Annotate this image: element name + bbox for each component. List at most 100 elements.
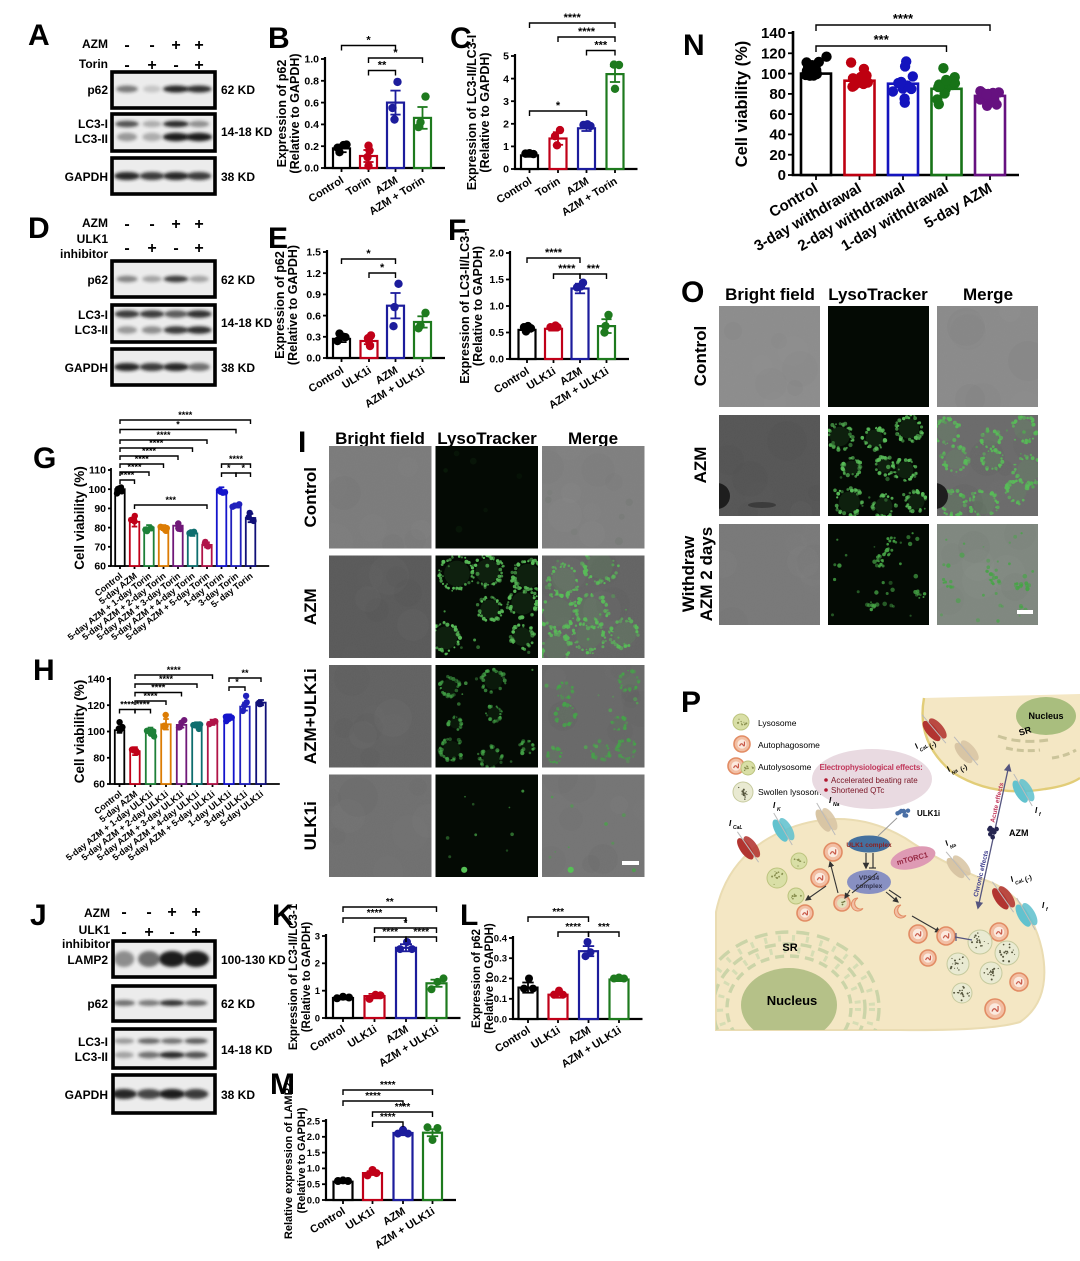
svg-text:****: **** [142,446,157,456]
svg-text:Control: Control [495,175,535,206]
svg-text:38 KD: 38 KD [221,361,255,375]
svg-text:100-130 KD: 100-130 KD [221,953,286,967]
svg-text:****: **** [365,1091,381,1102]
svg-text:H: H [33,654,55,687]
svg-text:Torin: Torin [344,174,373,198]
svg-text:0.4: 0.4 [304,119,319,131]
svg-text:AZM: AZM [82,37,108,51]
svg-text:(-): (-) [1024,874,1034,884]
svg-text:*: * [235,677,239,687]
svg-text:Na: Na [833,802,840,808]
svg-text:+: + [147,240,156,257]
svg-text:Control: Control [691,326,710,386]
svg-text:AZM: AZM [84,906,110,920]
svg-text:+: + [171,37,180,54]
svg-text:0.5: 0.5 [489,327,504,339]
svg-text:****: **** [367,908,383,919]
svg-text:Expression of LC3-II/LC3-1: Expression of LC3-II/LC3-1 [288,903,300,1050]
svg-text:0.8: 0.8 [304,76,319,88]
svg-text:80: 80 [769,86,786,103]
svg-text:+: + [171,216,180,233]
svg-text:****: **** [178,410,193,420]
svg-text:-: - [124,37,129,54]
svg-text:Expression of p62: Expression of p62 [273,251,287,359]
svg-text:AZM + ULK1i: AZM + ULK1i [377,1023,441,1069]
svg-text:AZM: AZM [691,447,710,484]
svg-text:****: **** [565,922,581,933]
svg-text:****: **** [395,1102,411,1113]
svg-text:****: **** [413,927,429,938]
svg-text:Autophagosome: Autophagosome [758,740,820,750]
svg-text:ULK1i: ULK1i [917,809,940,818]
svg-text:Electrophysiological effects:: Electrophysiological effects: [819,763,922,772]
svg-text:CaL: CaL [1014,877,1025,886]
svg-text:-: - [124,57,129,74]
svg-text:-: - [149,216,154,233]
svg-text:LysoTracker: LysoTracker [437,429,537,448]
svg-text:(-): (-) [928,741,938,751]
svg-text:-: - [121,924,126,941]
svg-text:I: I [944,838,951,847]
svg-text:-: - [146,904,151,921]
svg-text:Swollen lysosome: Swollen lysosome [758,787,826,797]
svg-text:+: + [191,924,200,941]
svg-text:*: * [404,918,408,929]
svg-text:(-): (-) [959,764,969,774]
svg-text:f: f [1039,812,1042,818]
svg-text:****: **** [151,683,166,693]
svg-text:CaL: CaL [733,825,742,831]
svg-text:I: I [1009,874,1016,883]
svg-text:ULK1: ULK1 [79,923,111,937]
svg-text:1.5: 1.5 [307,1148,321,1159]
svg-text:Cell viability (%): Cell viability (%) [72,466,87,570]
svg-text:Control: Control [308,1023,348,1054]
svg-text:AZM+ULK1i: AZM+ULK1i [301,668,320,764]
svg-text:SR: SR [1018,724,1033,738]
svg-text:0.2: 0.2 [304,141,319,153]
svg-text:ULK1i: ULK1i [346,1023,379,1050]
svg-text:ULK1: ULK1 [77,232,109,246]
svg-text:***: *** [587,263,601,275]
svg-text:14-18 KD: 14-18 KD [221,125,273,139]
svg-text:G: G [33,442,56,475]
svg-text:+: + [144,924,153,941]
svg-text:-: - [121,904,126,921]
svg-text:E: E [268,222,288,255]
svg-text:Expression of p62: Expression of p62 [471,929,483,1028]
svg-text:1.2: 1.2 [306,268,321,280]
svg-text:60: 60 [94,561,106,573]
svg-text:Lysosome: Lysosome [758,718,797,728]
svg-text:80: 80 [94,522,106,534]
svg-text:80: 80 [93,752,105,764]
svg-text:0.5: 0.5 [307,1180,321,1191]
svg-text:Control: Control [301,467,320,527]
svg-text:(Relative to GAPDH): (Relative to GAPDH) [478,52,492,172]
svg-text:3: 3 [315,931,320,942]
svg-text:-: - [124,240,129,257]
svg-text:GAPDH: GAPDH [65,170,108,184]
svg-text:70: 70 [94,542,106,554]
svg-text:0.9: 0.9 [306,289,321,301]
svg-text:Bright field: Bright field [725,285,815,304]
svg-text:62 KD: 62 KD [221,83,255,97]
svg-text:110: 110 [89,465,106,477]
svg-text:I: I [829,796,832,805]
svg-text:*: * [556,100,561,112]
svg-text:Control: Control [493,1024,533,1055]
svg-text:*: * [366,248,371,260]
svg-text:Nucleus: Nucleus [767,993,818,1008]
svg-text:(Relative to GAPDH): (Relative to GAPDH) [288,53,302,173]
svg-text:(Relative to GAPDH): (Relative to GAPDH) [296,1107,308,1213]
svg-text:P: P [681,686,701,719]
svg-text:AZM + ULK1i: AZM + ULK1i [559,1024,623,1070]
svg-text:-: - [169,924,174,941]
svg-text:60: 60 [769,106,786,123]
svg-text:I: I [1035,806,1038,815]
svg-text:5: 5 [503,51,509,63]
svg-text:****: **** [382,927,398,938]
svg-text:0.0: 0.0 [307,1195,320,1206]
svg-text:0: 0 [503,164,509,176]
svg-text:Bright field: Bright field [335,429,425,448]
svg-text:Expression of LC3-II/LC3-I: Expression of LC3-II/LC3-I [458,228,472,384]
svg-text:Shortened QTc: Shortened QTc [831,786,884,795]
